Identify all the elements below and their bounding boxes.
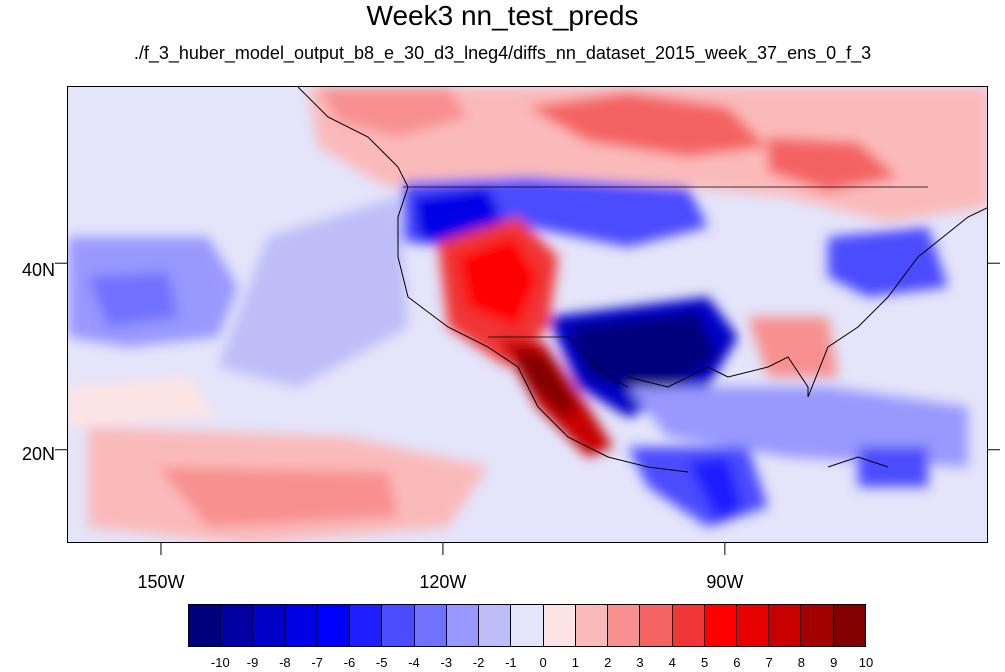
southeast-warm bbox=[748, 317, 838, 377]
colorbar-swatch bbox=[833, 605, 865, 646]
colorbar-swatch bbox=[221, 605, 254, 646]
colorbar-level-label: 5 bbox=[700, 655, 709, 670]
colorbar-level-label: -9 bbox=[246, 655, 259, 670]
colorbar-swatch bbox=[382, 605, 415, 646]
colorbar-swatch bbox=[414, 605, 447, 646]
atlantic-coastline bbox=[727, 207, 987, 398]
colorbar-swatch bbox=[511, 605, 544, 646]
northeast-cold bbox=[828, 227, 948, 297]
colorbar-swatch bbox=[801, 605, 834, 646]
caribbean-cold bbox=[858, 447, 928, 487]
heatmap-svg bbox=[68, 87, 987, 542]
colorbar-level-label: 2 bbox=[604, 655, 612, 670]
x-tick-label-120w: 120W bbox=[419, 572, 467, 592]
pacific-cold-core bbox=[88, 272, 178, 327]
colorbar-swatch bbox=[769, 605, 802, 646]
colorbar-swatch bbox=[446, 605, 480, 646]
colorbar-swatch bbox=[608, 605, 641, 646]
y-tick-label-40n: 40N bbox=[22, 260, 56, 280]
colorbar-level-label: -10 bbox=[210, 655, 230, 670]
canada-warm-west-core bbox=[318, 87, 468, 137]
colorbar-level-label: 8 bbox=[797, 655, 806, 670]
chart-subtitle: ./f_3_huber_model_output_b8_e_30_d3_lneg… bbox=[133, 43, 872, 63]
x-tick-label-90w: 90W bbox=[706, 572, 744, 592]
colorbar-swatch bbox=[189, 605, 222, 646]
colorbar-level-label: 0 bbox=[539, 655, 547, 670]
colorbar-swatch bbox=[640, 605, 673, 646]
colorbar-level-label: -3 bbox=[440, 655, 453, 670]
colorbar bbox=[188, 604, 866, 647]
colorbar-level-label: -1 bbox=[505, 655, 517, 670]
coastlines bbox=[297, 87, 987, 473]
colorbar-swatch bbox=[672, 605, 705, 646]
colorbar-level-label: 3 bbox=[636, 655, 644, 670]
colorbar-swatch bbox=[479, 605, 512, 646]
colorbar-swatch bbox=[704, 605, 737, 646]
field-layer bbox=[68, 87, 987, 542]
colorbar-level-label: -2 bbox=[472, 655, 485, 670]
colorbar-swatch bbox=[285, 605, 318, 646]
pacific-warm-south-core bbox=[158, 467, 398, 527]
map-plot-area bbox=[67, 86, 988, 543]
colorbar-labels: -10 -9 -8 -7 -6 -5 -4 -3 -2 -1 0 1 2 3 4 5 6 7 8 9 10 bbox=[0, 655, 1005, 671]
colorbar-level-label: 1 bbox=[571, 655, 580, 670]
pacific-warm-southwest bbox=[68, 377, 218, 427]
y-tick-label-20n: 20N bbox=[22, 444, 56, 464]
chart-title: Week3 nn_test_preds bbox=[366, 0, 639, 31]
colorbar-swatch bbox=[736, 605, 770, 646]
canada-warm-north-core bbox=[528, 92, 768, 157]
colorbar-level-label: -4 bbox=[408, 655, 420, 670]
pacific-light-area bbox=[218, 197, 408, 387]
canada-warm-east-core bbox=[768, 137, 898, 192]
colorbar-swatch bbox=[317, 605, 351, 646]
colorbar-level-label: -5 bbox=[375, 655, 388, 670]
colorbar-level-label: -8 bbox=[279, 655, 291, 670]
central-america-cold-core bbox=[688, 457, 743, 522]
colorbar-swatch bbox=[253, 605, 286, 646]
colorbar-swatch bbox=[350, 605, 383, 646]
colorbar-swatch bbox=[575, 605, 609, 646]
southern-plains-cold-core bbox=[568, 312, 718, 397]
cuba-coastline bbox=[827, 456, 889, 468]
colorbar-swatch bbox=[543, 605, 576, 646]
pacific-coastline bbox=[297, 87, 689, 473]
colorbar-level-label: -6 bbox=[343, 655, 356, 670]
colorbar-level-label: 10 bbox=[858, 655, 874, 670]
gulf-coastline bbox=[627, 366, 729, 388]
colorbar-level-label: 6 bbox=[733, 655, 741, 670]
colorbar-level-label: 4 bbox=[668, 655, 676, 670]
great-basin-warm-core bbox=[458, 237, 538, 327]
colorbar-level-label: -7 bbox=[311, 655, 323, 670]
southwest-mexico-warm-core bbox=[513, 347, 578, 417]
colorbar-level-label: 9 bbox=[830, 655, 838, 670]
colorbar-level-label: 7 bbox=[765, 655, 773, 670]
us-mexico-border bbox=[488, 336, 629, 388]
x-tick-label-150w: 150W bbox=[137, 572, 185, 592]
